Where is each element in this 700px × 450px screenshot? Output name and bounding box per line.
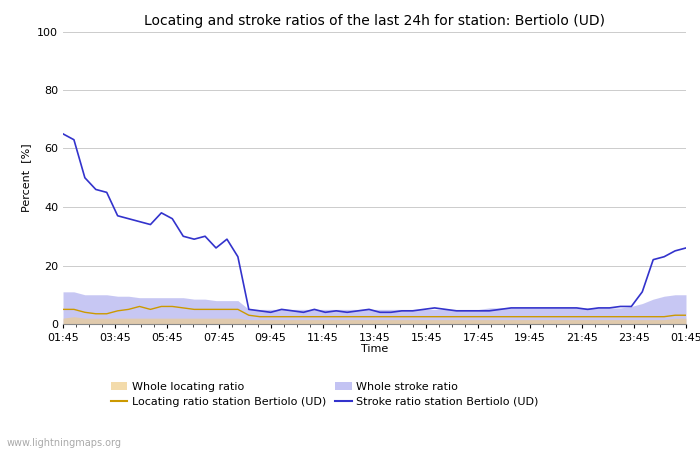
Y-axis label: Percent  [%]: Percent [%] bbox=[22, 144, 32, 212]
Legend: Whole locating ratio, Locating ratio station Bertiolo (UD), Whole stroke ratio, : Whole locating ratio, Locating ratio sta… bbox=[111, 382, 538, 407]
X-axis label: Time: Time bbox=[361, 344, 388, 355]
Title: Locating and stroke ratios of the last 24h for station: Bertiolo (UD): Locating and stroke ratios of the last 2… bbox=[144, 14, 605, 27]
Text: www.lightningmaps.org: www.lightningmaps.org bbox=[7, 438, 122, 448]
